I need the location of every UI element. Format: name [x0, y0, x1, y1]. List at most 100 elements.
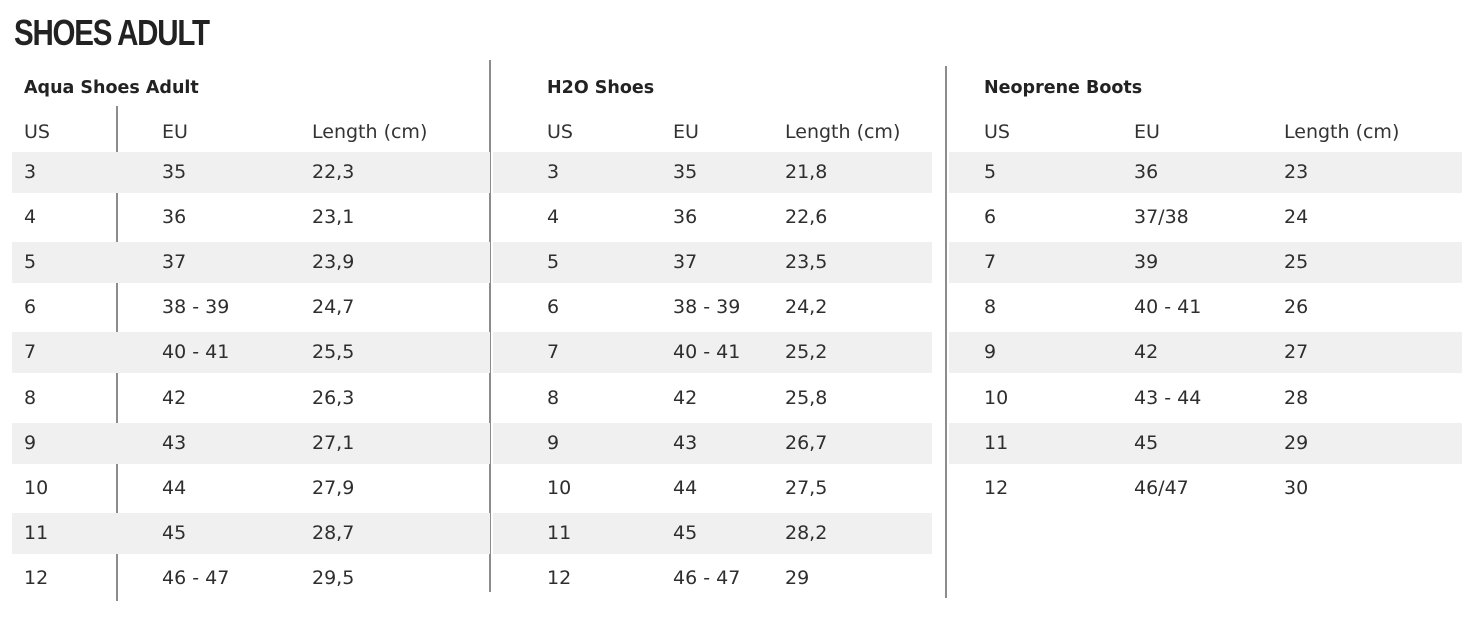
cell-us: 10 — [984, 386, 1009, 409]
cell-length: 25,2 — [785, 341, 828, 364]
cell-length: 25 — [1284, 251, 1309, 274]
header-length: Length (cm) — [1284, 121, 1400, 143]
cell-length: 28,2 — [785, 521, 828, 544]
cell-length: 26,7 — [785, 431, 828, 454]
cell-length: 26 — [1284, 296, 1309, 319]
table-title: Aqua Shoes Adult — [24, 78, 199, 98]
cell-us: 6 — [984, 206, 997, 229]
cell-eu: 37 — [162, 251, 187, 274]
aqua-shoes-adult-table: Aqua Shoes Adult US EU Length (cm) 3 35 22,3 4 3… — [12, 0, 490, 623]
table-row: 3 35 21,8 — [493, 152, 932, 193]
header-length: Length (cm) — [785, 121, 901, 143]
h2o-shoes-table: H2O Shoes US EU Length (cm) 3 35 21,8 4 3 6 22,6 5 3… — [493, 0, 932, 623]
table-row: 7 39 25 — [949, 242, 1462, 284]
cell-us: 4 — [24, 206, 37, 229]
table-row: 7 40 - 41 25,5 — [12, 332, 490, 374]
cell-length: 23,9 — [312, 251, 355, 274]
cell-us: 5 — [547, 251, 560, 274]
table-header-row: US EU Length (cm) — [12, 112, 490, 153]
cell-us: 12 — [984, 476, 1009, 499]
cell-us: 3 — [547, 161, 560, 183]
header-eu: EU — [162, 121, 188, 143]
table-row: 12 46 - 47 29,5 — [12, 558, 490, 599]
cell-eu: 37/38 — [1134, 206, 1189, 229]
cell-us: 8 — [984, 296, 997, 319]
table-row: 11 45 29 — [949, 422, 1462, 464]
cell-eu: 43 - 44 — [1134, 386, 1202, 409]
cell-us: 12 — [547, 566, 572, 589]
cell-eu: 35 — [162, 161, 187, 183]
cell-us: 5 — [24, 251, 37, 274]
table-row: 4 36 23,1 — [12, 197, 490, 238]
cell-length: 29 — [1284, 431, 1309, 454]
header-eu: EU — [1134, 121, 1160, 143]
header-us: US — [984, 121, 1010, 143]
cell-us: 7 — [547, 341, 560, 364]
cell-length: 21,8 — [785, 161, 828, 183]
cell-eu: 38 - 39 — [162, 296, 230, 319]
cell-us: 9 — [547, 431, 560, 454]
table-row: 3 35 22,3 — [12, 152, 490, 193]
cell-length: 24 — [1284, 206, 1309, 229]
table-row: 6 37/38 24 — [949, 197, 1462, 238]
cell-length: 27,1 — [312, 431, 355, 454]
neoprene-boots-table: Neoprene Boots US EU Length (cm) 5 36 23 6 37/38… — [949, 0, 1462, 623]
cell-us: 3 — [24, 161, 37, 183]
table-row: 7 40 - 41 25,2 — [493, 332, 932, 374]
cell-eu: 40 - 41 — [1134, 296, 1202, 319]
page-title: SHOES ADULT — [14, 12, 210, 53]
table-header-row: US EU Length (cm) — [949, 112, 1462, 153]
cell-eu: 43 — [162, 431, 187, 454]
cell-length: 26,3 — [312, 386, 355, 409]
table-row: 12 46/47 30 — [949, 468, 1462, 509]
table-row: 5 36 23 — [949, 152, 1462, 193]
cell-eu: 45 — [162, 521, 187, 544]
cell-length: 22,6 — [785, 206, 828, 229]
cell-us: 9 — [24, 431, 37, 454]
cell-eu: 44 — [162, 476, 187, 499]
cell-length: 30 — [1284, 476, 1309, 499]
cell-us: 5 — [984, 161, 997, 183]
table-row: 8 42 25,8 — [493, 378, 932, 419]
cell-length: 24,7 — [312, 296, 355, 319]
cell-length: 25,8 — [785, 386, 828, 409]
cell-eu: 46 - 47 — [162, 566, 230, 589]
cell-us: 10 — [547, 476, 572, 499]
section-divider-2 — [945, 66, 947, 598]
cell-us: 9 — [984, 341, 997, 364]
cell-us: 10 — [24, 476, 49, 499]
cell-eu: 42 — [1134, 341, 1159, 364]
cell-eu: 36 — [1134, 161, 1159, 183]
cell-eu: 45 — [1134, 431, 1159, 454]
cell-us: 11 — [547, 521, 572, 544]
table-header-row: US EU Length (cm) — [493, 112, 932, 153]
table-row: 9 43 26,7 — [493, 422, 932, 464]
header-us: US — [547, 121, 573, 143]
cell-eu: 46 - 47 — [673, 566, 741, 589]
table-row: 12 46 - 47 29 — [493, 558, 932, 599]
cell-length: 24,2 — [785, 296, 828, 319]
cell-length: 27,9 — [312, 476, 355, 499]
cell-eu: 38 - 39 — [673, 296, 741, 319]
cell-length: 22,3 — [312, 161, 355, 183]
table-row: 9 43 27,1 — [12, 422, 490, 464]
cell-length: 28,7 — [312, 521, 355, 544]
table-row: 10 43 - 44 28 — [949, 378, 1462, 419]
table-row: 10 44 27,9 — [12, 468, 490, 509]
cell-eu: 35 — [673, 161, 698, 183]
cell-us: 7 — [984, 251, 997, 274]
table-row: 6 38 - 39 24,7 — [12, 287, 490, 328]
table-row: 8 42 26,3 — [12, 378, 490, 419]
cell-us: 6 — [24, 296, 37, 319]
cell-eu: 43 — [673, 431, 698, 454]
cell-length: 23,1 — [312, 206, 355, 229]
cell-us: 4 — [547, 206, 560, 229]
cell-eu: 37 — [673, 251, 698, 274]
table-row: 11 45 28,2 — [493, 512, 932, 554]
cell-eu: 46/47 — [1134, 476, 1189, 499]
cell-us: 6 — [547, 296, 560, 319]
header-length: Length (cm) — [312, 121, 428, 143]
cell-us: 12 — [24, 566, 49, 589]
table-title: H2O Shoes — [547, 78, 655, 98]
cell-length: 23 — [1284, 161, 1309, 183]
